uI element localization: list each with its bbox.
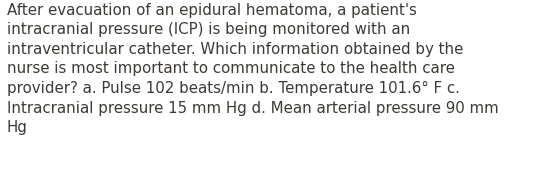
Text: After evacuation of an epidural hematoma, a patient's
intracranial pressure (ICP: After evacuation of an epidural hematoma… <box>7 3 498 135</box>
